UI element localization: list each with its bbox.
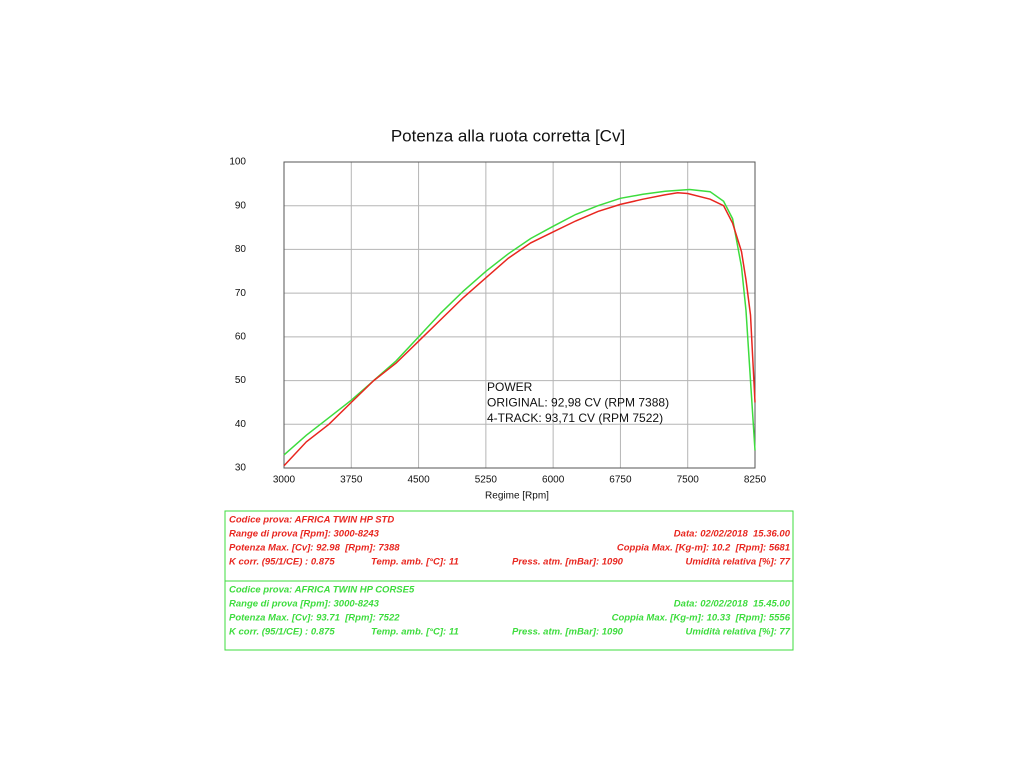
y-tick-label: 40 (235, 419, 247, 430)
test-cell: Codice prova: AFRICA TWIN HP CORSE5 (229, 585, 415, 596)
power-line (283, 191, 756, 467)
test-cell: Coppia Max. [Kg-m]: 10.2 [Rpm]: 5681 (617, 543, 790, 554)
x-tick-label: 7500 (677, 475, 700, 486)
chart-title: Potenza alla ruota corretta [Cv] (391, 126, 625, 145)
y-tick-label: 90 (235, 200, 247, 211)
test-cell: Coppia Max. [Kg-m]: 10.33 [Rpm]: 5556 (612, 613, 791, 624)
x-tick-label: 4500 (407, 475, 430, 486)
test-cell: Codice prova: AFRICA TWIN HP STD (229, 515, 394, 526)
test-cell: Potenza Max. [Cv]: 92.98 [Rpm]: 7388 (229, 543, 400, 554)
annotation: 4-TRACK: 93,71 CV (RPM 7522) (487, 411, 663, 425)
y-tick-label: 80 (235, 244, 247, 255)
plot-frame (283, 161, 756, 469)
annotation: ORIGINAL: 92,98 CV (RPM 7388) (487, 396, 669, 410)
test-cell: K corr. (95/1/CE) : 0.875 (229, 627, 335, 638)
test-cell: Data: 02/02/2018 15.45.00 (674, 599, 791, 610)
test-cell: Press. atm. [mBar]: 1090 (512, 627, 624, 638)
y-tick-label: 60 (235, 331, 247, 342)
x-tick-label: 6000 (542, 475, 565, 486)
x-tick-label: 5250 (475, 475, 498, 486)
test-cell: Potenza Max. [Cv]: 93.71 [Rpm]: 7522 (229, 613, 400, 624)
test-cell: Data: 02/02/2018 15.36.00 (674, 529, 791, 540)
test-cell: Press. atm. [mBar]: 1090 (512, 557, 624, 568)
test-cell: Umidità relativa [%]: 77 (685, 557, 790, 568)
test-cell: Range di prova [Rpm]: 3000-8243 (229, 599, 380, 610)
x-tick-label: 8250 (744, 475, 767, 486)
test-cell: Temp. amb. [°C]: 11 (371, 627, 459, 638)
x-axis-label: Regime [Rpm] (485, 491, 549, 502)
test-cell: K corr. (95/1/CE) : 0.875 (229, 557, 335, 568)
x-tick-label: 3000 (273, 475, 296, 486)
test-cell: Range di prova [Rpm]: 3000-8243 (229, 529, 380, 540)
y-tick-label: 50 (235, 375, 247, 386)
y-tick-label: 70 (235, 288, 247, 299)
x-tick-label: 3750 (340, 475, 363, 486)
y-tick-label: 100 (229, 157, 246, 168)
annotation: POWER (487, 380, 533, 394)
x-tick-label: 6750 (609, 475, 632, 486)
test-cell: Temp. amb. [°C]: 11 (371, 557, 459, 568)
y-tick-label: 30 (235, 463, 247, 474)
test-cell: Umidità relativa [%]: 77 (685, 627, 790, 638)
